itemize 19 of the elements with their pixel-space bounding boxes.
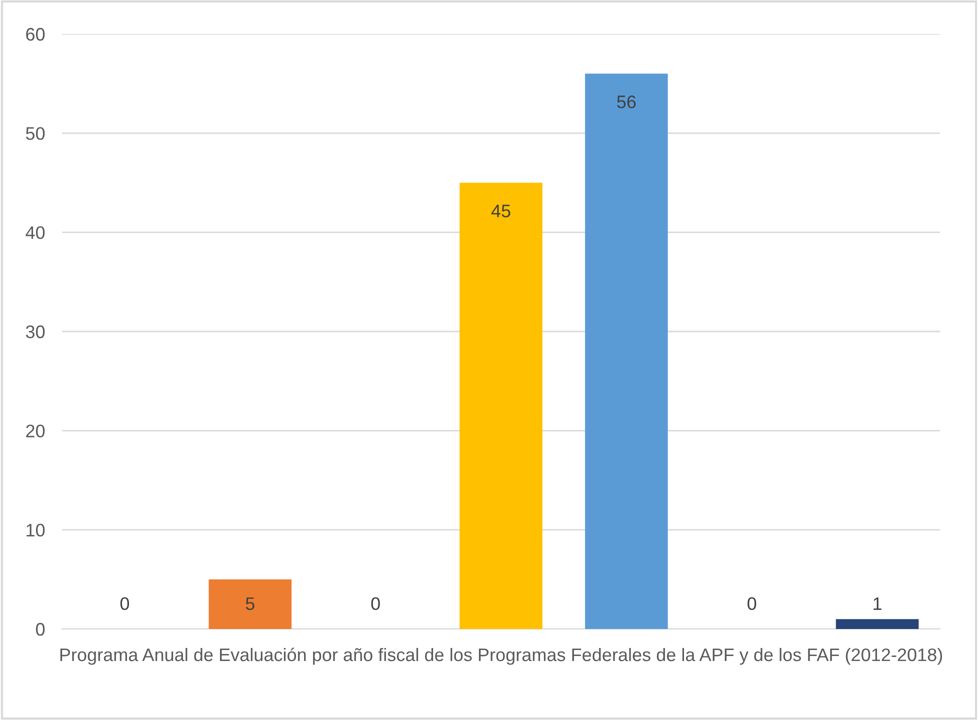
bar: [460, 182, 542, 629]
data-label: 1: [874, 597, 882, 610]
y-tick-label: 50: [26, 127, 45, 140]
y-tick-label: 30: [26, 325, 45, 338]
y-tick-label: 60: [26, 28, 45, 41]
x-axis-title: Programa Anual de Evaluación por año fiscal de los Programas Federales de la APF y de los FAF (2012-2018): [60, 648, 942, 665]
data-label: 45: [491, 204, 510, 218]
data-label: 0: [371, 597, 380, 610]
y-tick-label: 0: [36, 622, 45, 636]
y-tick-label: 40: [26, 226, 45, 240]
bar: [585, 74, 668, 629]
y-tick-label: 20: [26, 424, 45, 438]
y-tick-label: 10: [26, 524, 45, 537]
data-label: 5: [246, 597, 254, 610]
data-label: 56: [617, 95, 636, 108]
data-label: 0: [120, 597, 130, 610]
bar: [836, 619, 919, 629]
data-label: 0: [748, 597, 756, 610]
bar: [208, 579, 292, 629]
